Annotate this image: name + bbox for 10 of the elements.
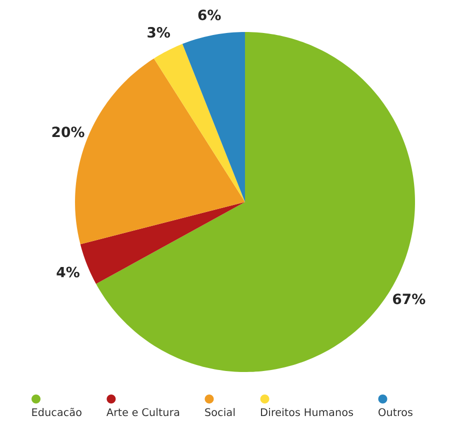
data-label: 20% (52, 126, 84, 138)
data-label: 3% (148, 27, 170, 38)
legend-label: Educacão (32, 408, 82, 416)
data-label: 6% (198, 10, 221, 20)
data-label: 4% (56, 266, 80, 278)
legend-label: Social (205, 408, 235, 416)
legend-label: Outros (378, 408, 412, 416)
legend-label: Arte e Cultura (106, 408, 180, 416)
data-label: 67% (392, 294, 426, 304)
legend-label: Direitos Humanos (261, 408, 354, 416)
